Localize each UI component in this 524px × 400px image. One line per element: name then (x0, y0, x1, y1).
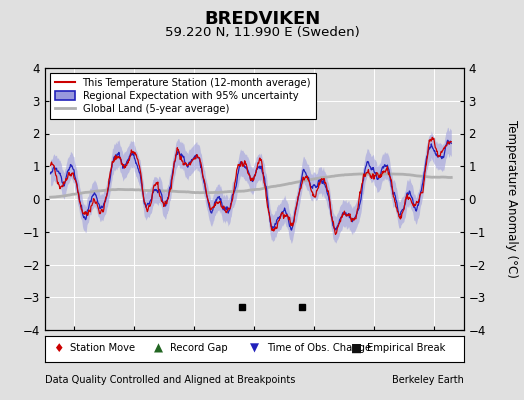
Text: 59.220 N, 11.990 E (Sweden): 59.220 N, 11.990 E (Sweden) (165, 26, 359, 39)
Text: Empirical Break: Empirical Break (367, 344, 446, 354)
Text: ▼: ▼ (250, 342, 259, 355)
Text: BREDVIKEN: BREDVIKEN (204, 10, 320, 28)
Text: Berkeley Earth: Berkeley Earth (392, 375, 464, 385)
Y-axis label: Temperature Anomaly (°C): Temperature Anomaly (°C) (506, 120, 518, 278)
Text: Record Gap: Record Gap (170, 344, 228, 354)
Text: Data Quality Controlled and Aligned at Breakpoints: Data Quality Controlled and Aligned at B… (45, 375, 295, 385)
Text: Time of Obs. Change: Time of Obs. Change (267, 344, 371, 354)
Text: ▲: ▲ (154, 342, 162, 355)
Text: ■: ■ (351, 342, 362, 355)
Text: Station Move: Station Move (70, 344, 135, 354)
Text: ♦: ♦ (53, 342, 63, 355)
Legend: This Temperature Station (12-month average), Regional Expectation with 95% uncer: This Temperature Station (12-month avera… (50, 73, 316, 119)
